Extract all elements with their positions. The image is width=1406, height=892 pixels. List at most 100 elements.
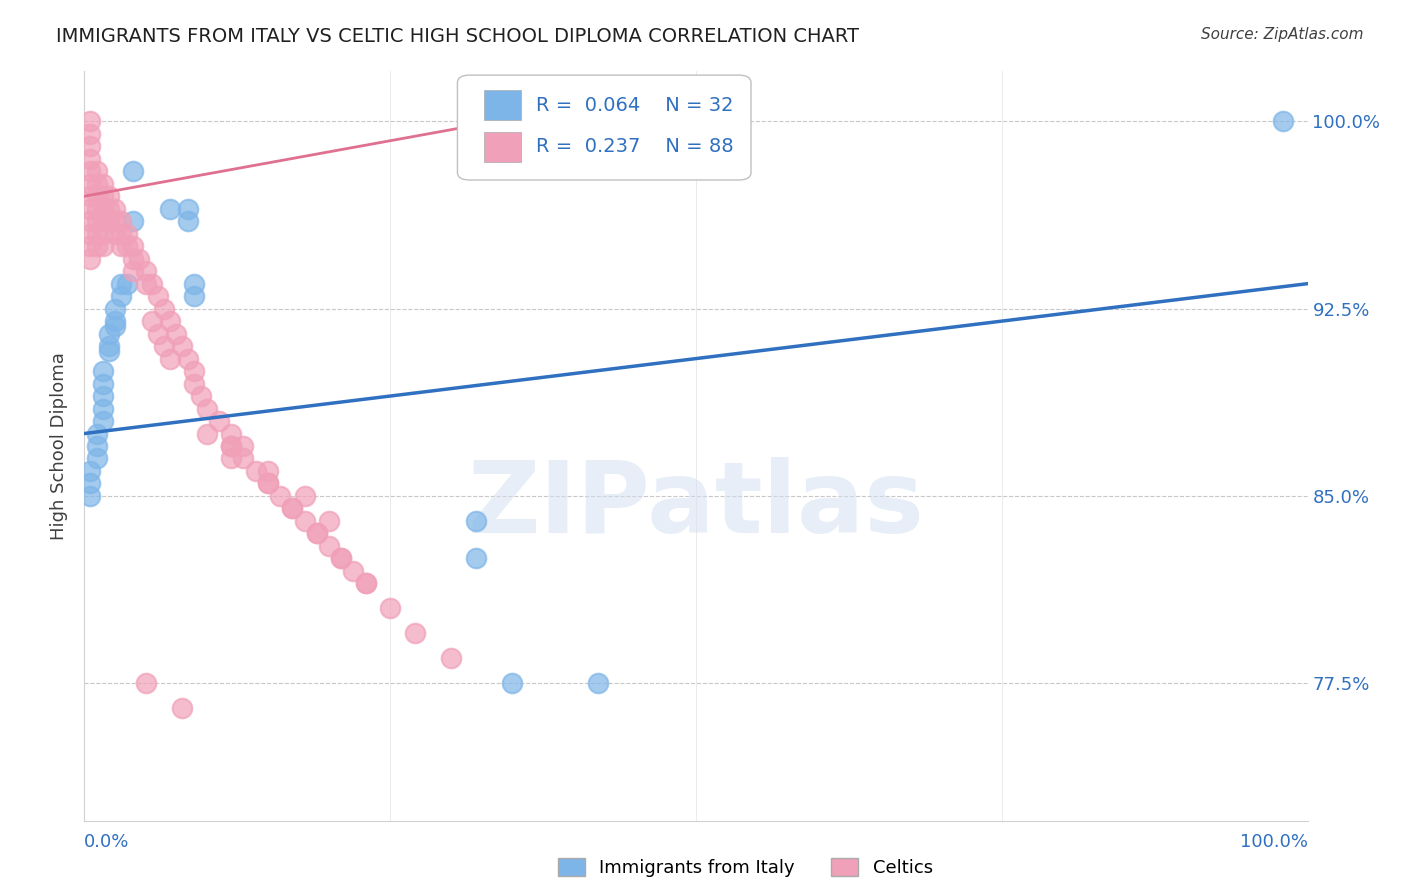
Point [404, 626, 426, 640]
Point [79, 464, 101, 478]
Point [232, 451, 254, 466]
Point [115, 277, 138, 291]
Point [104, 202, 127, 216]
Point [115, 239, 138, 253]
Point [79, 139, 101, 153]
Point [354, 576, 377, 591]
Point [354, 576, 377, 591]
Point [294, 514, 316, 528]
Point [122, 264, 145, 278]
Point [79, 239, 101, 253]
Point [97, 202, 120, 216]
Point [135, 277, 157, 291]
Point [135, 264, 157, 278]
Point [91, 364, 114, 378]
Point [146, 289, 169, 303]
Point [195, 401, 218, 416]
Point [330, 551, 353, 566]
Point [97, 339, 120, 353]
Point [177, 351, 200, 366]
Point [177, 202, 200, 216]
Point [502, 676, 524, 690]
Point [257, 476, 280, 491]
Point [342, 564, 364, 578]
Point [110, 239, 132, 253]
Point [115, 227, 138, 241]
Point [97, 189, 120, 203]
FancyBboxPatch shape [484, 90, 522, 120]
Point [122, 164, 145, 178]
Point [91, 202, 114, 216]
Point [91, 177, 114, 191]
Point [183, 277, 205, 291]
Point [86, 214, 108, 228]
Point [104, 227, 127, 241]
Point [79, 189, 101, 203]
Point [91, 239, 114, 253]
Point [104, 301, 127, 316]
Point [195, 426, 218, 441]
Point [305, 526, 328, 541]
Point [110, 214, 132, 228]
FancyBboxPatch shape [484, 132, 522, 161]
Point [122, 252, 145, 266]
Point [464, 551, 486, 566]
Point [219, 451, 242, 466]
Point [86, 239, 108, 253]
Point [183, 289, 205, 303]
Point [91, 189, 114, 203]
Text: Source: ZipAtlas.com: Source: ZipAtlas.com [1201, 27, 1364, 42]
Point [91, 389, 114, 403]
Point [232, 439, 254, 453]
Text: R =  0.237    N = 88: R = 0.237 N = 88 [536, 137, 734, 156]
Point [281, 501, 304, 516]
FancyBboxPatch shape [457, 75, 751, 180]
Point [208, 414, 231, 428]
Point [257, 476, 280, 491]
Point [79, 227, 101, 241]
Legend: Immigrants from Italy, Celtics: Immigrants from Italy, Celtics [551, 851, 939, 884]
Point [79, 164, 101, 178]
Point [159, 314, 181, 328]
Point [146, 326, 169, 341]
Point [1272, 114, 1295, 128]
Point [183, 376, 205, 391]
Point [91, 376, 114, 391]
Point [172, 701, 194, 715]
Point [86, 439, 108, 453]
Text: IMMIGRANTS FROM ITALY VS CELTIC HIGH SCHOOL DIPLOMA CORRELATION CHART: IMMIGRANTS FROM ITALY VS CELTIC HIGH SCH… [56, 27, 859, 45]
Point [110, 277, 132, 291]
Point [245, 464, 267, 478]
Point [97, 344, 120, 359]
Point [91, 401, 114, 416]
Point [183, 364, 205, 378]
Point [79, 127, 101, 141]
Point [86, 202, 108, 216]
Point [86, 227, 108, 241]
Point [318, 514, 340, 528]
Point [104, 314, 127, 328]
Point [190, 389, 212, 403]
Point [153, 339, 176, 353]
Point [159, 351, 181, 366]
Point [110, 289, 132, 303]
Point [104, 214, 127, 228]
Point [318, 539, 340, 553]
Point [440, 651, 463, 665]
Point [79, 152, 101, 166]
Point [269, 489, 291, 503]
Point [219, 439, 242, 453]
Point [79, 476, 101, 491]
Point [141, 277, 163, 291]
Point [159, 202, 181, 216]
Point [128, 252, 150, 266]
Point [219, 439, 242, 453]
Point [177, 214, 200, 228]
Text: ZIPatlas: ZIPatlas [468, 458, 924, 555]
Point [79, 214, 101, 228]
Point [79, 489, 101, 503]
Point [165, 326, 187, 341]
Point [97, 326, 120, 341]
Point [91, 227, 114, 241]
Point [79, 177, 101, 191]
